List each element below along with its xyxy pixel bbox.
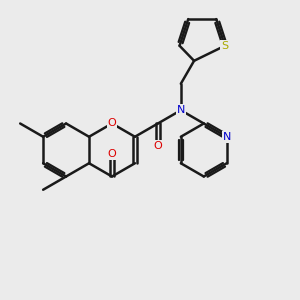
Text: O: O (108, 118, 116, 128)
Text: N: N (223, 132, 231, 142)
Text: O: O (108, 149, 116, 159)
Text: S: S (221, 41, 229, 51)
Text: O: O (154, 141, 162, 151)
Text: N: N (177, 105, 185, 115)
